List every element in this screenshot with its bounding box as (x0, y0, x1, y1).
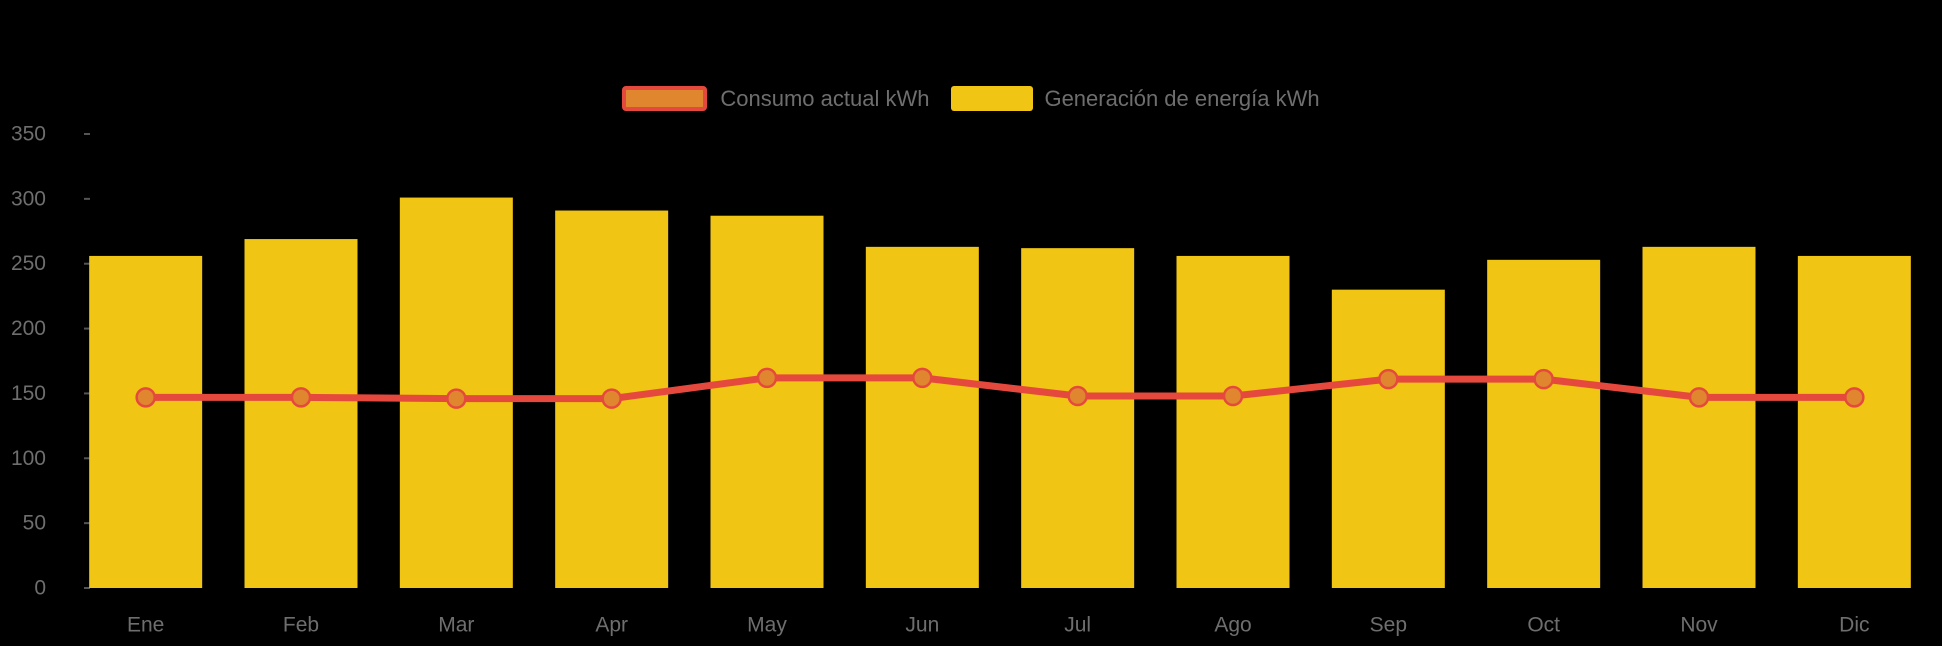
line-consumo[interactable] (142, 374, 1858, 403)
point-jun[interactable] (912, 367, 933, 389)
y-axis-label-150: 150 (11, 382, 46, 405)
point-jul[interactable] (1067, 385, 1088, 407)
x-axis-label-mar: Mar (438, 614, 474, 637)
bar-jul[interactable] (1021, 248, 1135, 589)
consumo-legend-label: Consumo actual kWh (720, 86, 930, 111)
point-oct[interactable] (1533, 368, 1554, 390)
point-ago[interactable] (1222, 385, 1244, 407)
point-mar[interactable] (446, 388, 467, 409)
y-axis-label-200: 200 (11, 317, 46, 340)
generacion-legend-swatch-icon (951, 86, 1034, 111)
bar-nov[interactable] (1642, 246, 1756, 588)
legend-item-generacion[interactable]: Generación de energía kWh (951, 86, 1320, 111)
point-nov[interactable] (1688, 387, 1710, 408)
x-axis-label-ago: Ago (1214, 614, 1251, 637)
x-axis-label-apr: Apr (595, 614, 628, 637)
x-axis-label-oct: Oct (1527, 614, 1560, 637)
point-dic[interactable] (1844, 387, 1865, 408)
bar-ene[interactable] (89, 255, 203, 588)
y-axis-label-0: 0 (34, 577, 46, 600)
y-axis-label-100: 100 (11, 447, 46, 470)
bar-dic[interactable] (1797, 255, 1911, 588)
point-apr[interactable] (601, 388, 622, 409)
bar-may[interactable] (710, 215, 824, 588)
point-sep[interactable] (1378, 368, 1399, 390)
bar-ago[interactable] (1176, 255, 1290, 588)
x-axis-label-feb: Feb (283, 614, 319, 637)
chart-legend: Consumo actual kWh Generación de energía… (0, 86, 1942, 111)
x-axis-label-nov: Nov (1680, 614, 1718, 637)
y-axis-label-350: 350 (11, 123, 46, 146)
generacion-legend-label: Generación de energía kWh (1044, 86, 1320, 111)
point-may[interactable] (756, 367, 778, 389)
bar-oct[interactable] (1487, 259, 1601, 588)
consumo-legend-swatch-icon (622, 86, 708, 111)
legend-item-consumo[interactable]: Consumo actual kWh (622, 86, 929, 111)
point-feb[interactable] (290, 387, 312, 408)
y-axis-label-250: 250 (11, 252, 46, 275)
y-axis-label-50: 50 (23, 512, 46, 535)
x-axis-label-may: May (747, 614, 787, 637)
bar-sep[interactable] (1331, 289, 1445, 588)
x-axis-label-ene: Ene (127, 614, 164, 637)
x-axis-label-sep: Sep (1370, 614, 1407, 637)
x-axis-label-jul: Jul (1064, 614, 1091, 637)
point-ene[interactable] (135, 387, 156, 408)
x-axis-label-jun: Jun (905, 614, 939, 637)
bar-jun[interactable] (865, 246, 979, 588)
bar-feb[interactable] (244, 239, 358, 588)
y-axis-label-300: 300 (11, 187, 46, 210)
x-axis-label-dic: Dic (1839, 614, 1869, 637)
